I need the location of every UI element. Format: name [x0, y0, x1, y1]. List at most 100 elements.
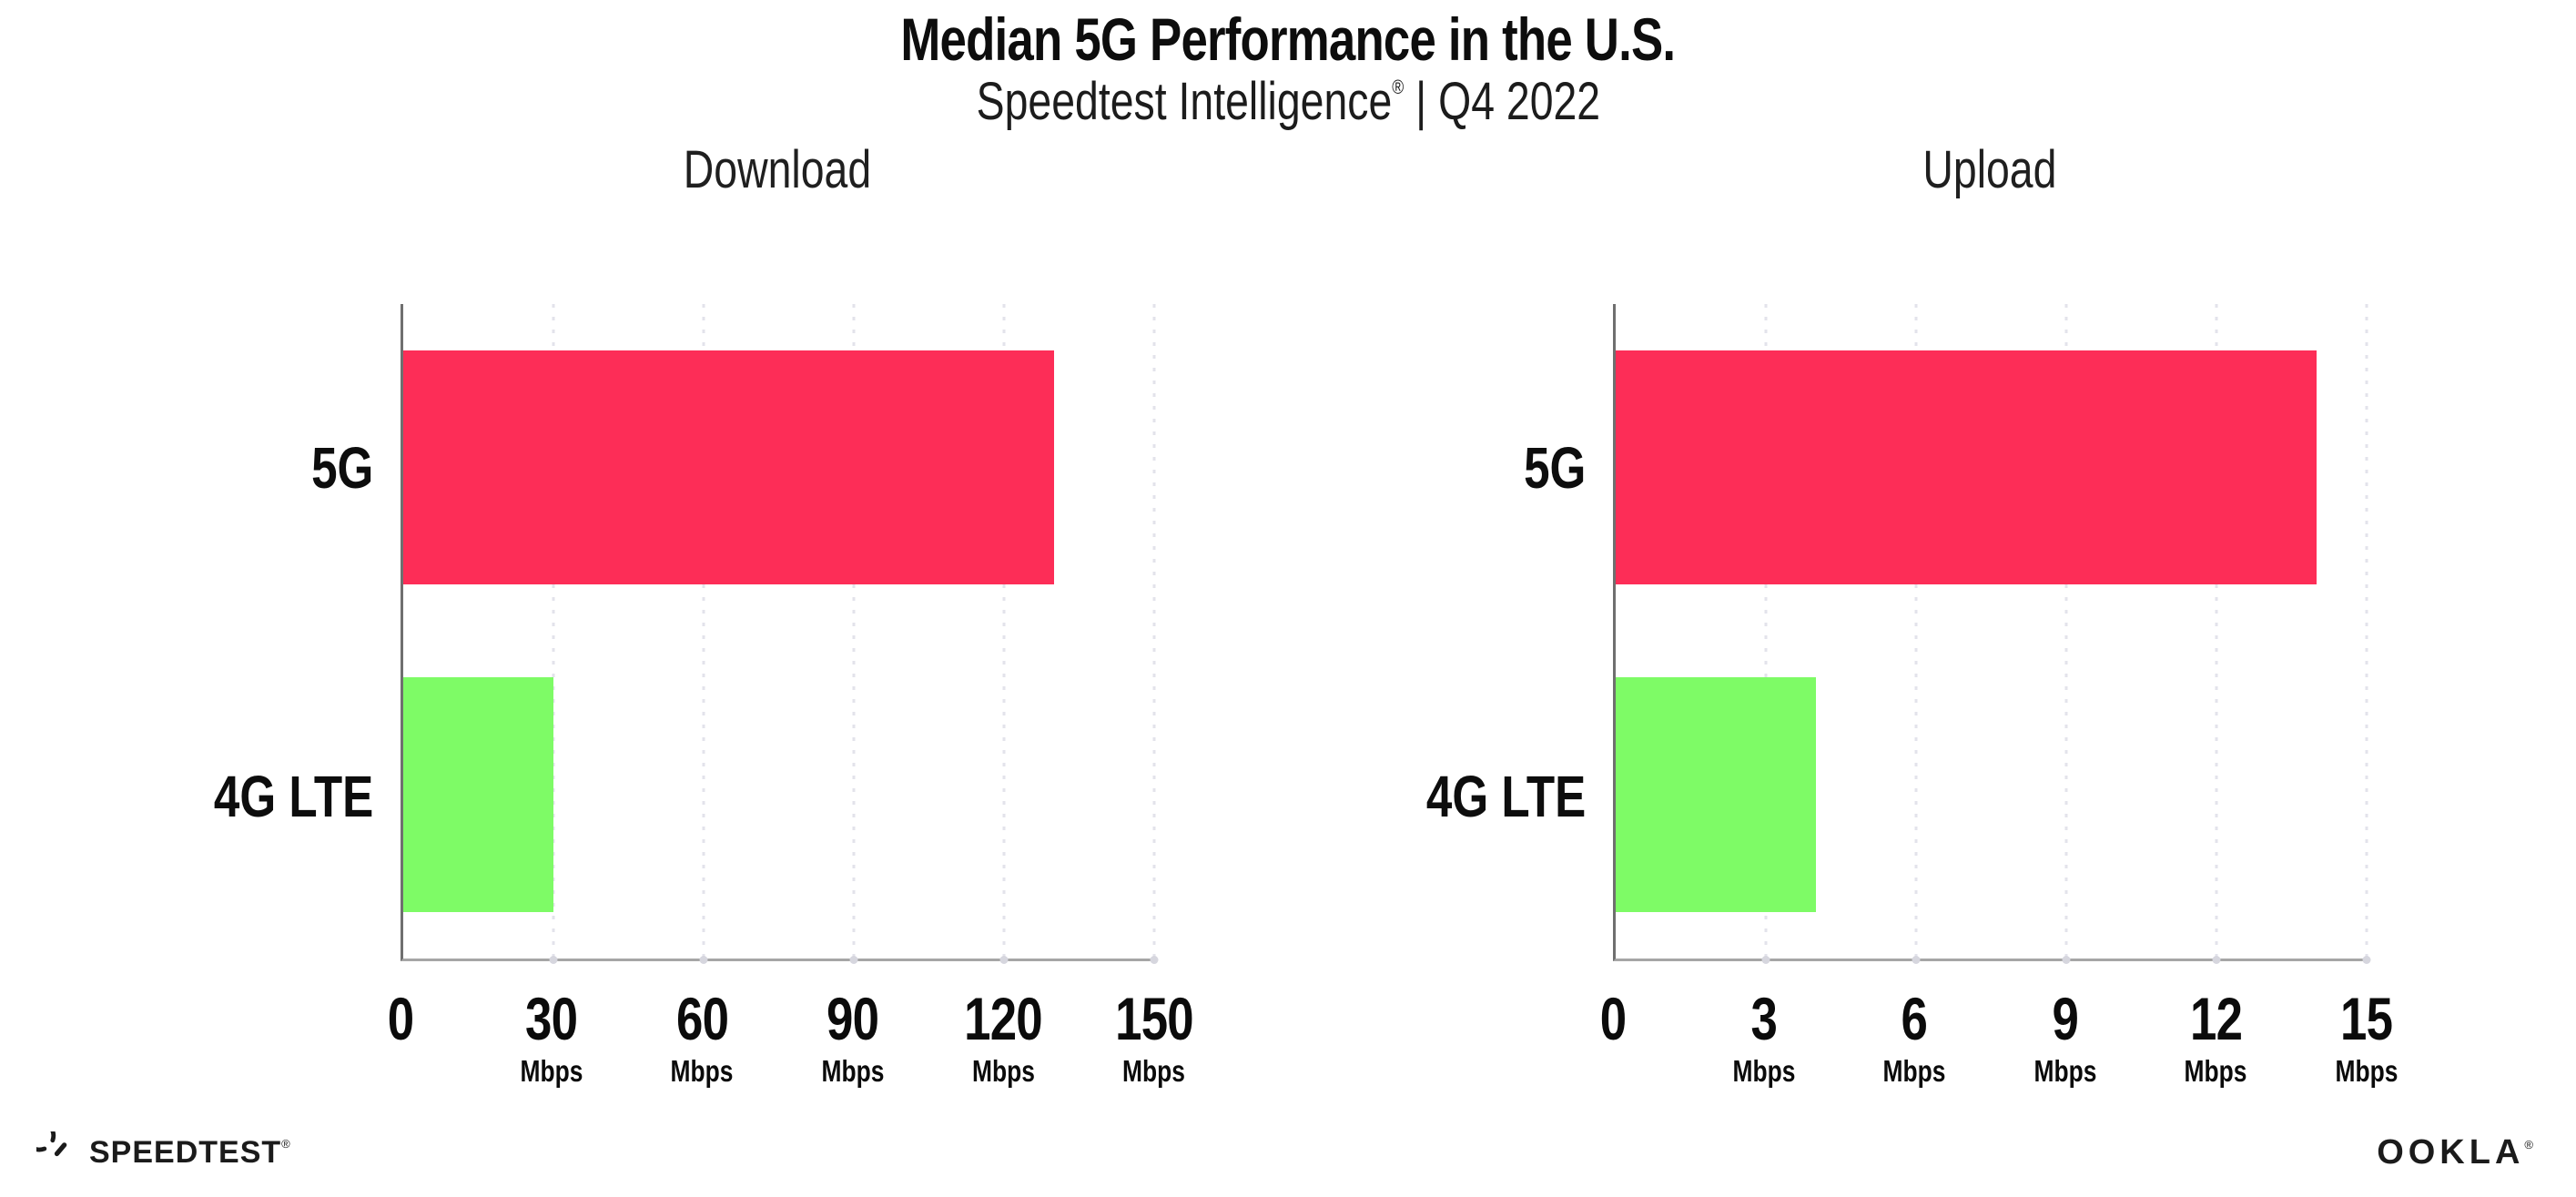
x-axis-ticks: 0 30 Mbps 60 Mbps 90 Mbps 120 Mbps 150 Mbps — [388, 961, 1194, 1107]
bar-5g — [1616, 350, 2317, 585]
speedtest-wordmark: SPEEDTEST® — [89, 1135, 291, 1171]
speedtest-gauge-icon — [36, 1131, 67, 1157]
x-tick-value: 12 — [2176, 989, 2255, 1049]
bar-4g-lte — [1616, 677, 1816, 912]
x-tick: 150 Mbps — [1105, 989, 1202, 1086]
x-tick-value-text: 12 — [2189, 984, 2243, 1052]
x-tick-unit-text: Mbps — [1882, 1053, 1946, 1088]
subtitle-period: | Q4 2022 — [1415, 72, 1600, 131]
x-tick: 15 Mbps — [2328, 989, 2406, 1086]
x-tick-unit-text: Mbps — [971, 1053, 1035, 1088]
x-tick-value: 60 — [663, 989, 741, 1049]
x-tick-unit-text: Mbps — [1122, 1053, 1186, 1088]
upload-chart: Upload 5G 4G LTE 0 3 Mbps 6 Mbps 9 Mbps 12 Mbps 15… — [1322, 131, 2399, 1107]
x-tick-value: 120 — [955, 989, 1052, 1049]
page-title: Median 5G Performance in the U.S. — [0, 9, 2576, 69]
x-tick-value: 0 — [1597, 989, 1629, 1049]
footer: SPEEDTEST® OOKLA® — [0, 1131, 2576, 1173]
x-tick-value: 6 — [1875, 989, 1953, 1049]
x-tick-unit: Mbps — [663, 1056, 741, 1086]
x-tick-unit-text: Mbps — [821, 1053, 885, 1088]
upload-chart-title-row: Upload — [1613, 131, 2367, 304]
x-tick-value-text: 3 — [1750, 984, 1777, 1052]
ookla-wordmark: OOKLA® — [2377, 1133, 2538, 1172]
subtitle-brand: Speedtest Intelligence — [976, 72, 1392, 131]
axis-tick-dot — [2212, 955, 2221, 964]
category-axis: 5G 4G LTE — [1322, 304, 1613, 961]
x-tick-value-text: 0 — [1599, 984, 1627, 1052]
category-label-text: 5G — [310, 435, 373, 502]
x-tick: 3 Mbps — [1725, 989, 1803, 1086]
x-tick-unit: Mbps — [2026, 1056, 2104, 1086]
chart-title: Download — [683, 139, 872, 199]
x-tick: 0 — [1597, 989, 1629, 1049]
category-axis: 5G 4G LTE — [109, 304, 401, 961]
x-tick-unit: Mbps — [2176, 1056, 2255, 1086]
x-tick-value-text: 0 — [387, 984, 414, 1052]
speedtest-label: SPEEDTEST — [89, 1134, 282, 1170]
x-tick-unit-text: Mbps — [670, 1053, 734, 1088]
gridline — [1764, 303, 1768, 959]
x-tick-unit-text: Mbps — [2184, 1053, 2247, 1088]
x-tick: 30 Mbps — [512, 989, 591, 1086]
x-tick-unit-text: Mbps — [1732, 1053, 1796, 1088]
page-subtitle-text: Speedtest Intelligence® | Q4 2022 — [976, 73, 1599, 131]
gridline — [2365, 303, 2368, 959]
x-tick-unit: Mbps — [512, 1056, 591, 1086]
axis-tick-dot — [1150, 955, 1159, 964]
x-tick-unit: Mbps — [2328, 1056, 2406, 1086]
gridline — [552, 303, 555, 959]
category-label-text: 4G LTE — [1425, 764, 1586, 830]
axis-tick-dot — [999, 955, 1009, 964]
x-tick-value: 3 — [1725, 989, 1803, 1049]
x-tick-unit-text: Mbps — [520, 1053, 583, 1088]
x-tick: 120 Mbps — [955, 989, 1052, 1086]
speedtest-registered-mark-icon: ® — [281, 1136, 291, 1151]
x-tick-value: 30 — [512, 989, 591, 1049]
x-tick-value-text: 30 — [525, 984, 578, 1052]
category-label-5g: 5G — [109, 304, 401, 633]
x-tick-unit-text: Mbps — [2335, 1053, 2399, 1088]
charts-row: Download 5G 4G LTE 0 30 Mbps 60 Mbps 90 Mbps 120… — [0, 131, 2576, 1107]
axis-tick-dot — [1761, 955, 1770, 964]
x-tick-value-text: 150 — [1115, 984, 1194, 1052]
bar-4g-lte — [403, 677, 553, 912]
gridline — [1002, 303, 1006, 959]
axis-tick-dot — [1912, 955, 1921, 964]
x-tick-value: 9 — [2026, 989, 2104, 1049]
x-tick: 0 — [384, 989, 417, 1049]
category-label-5g: 5G — [1322, 304, 1613, 633]
x-tick-value-text: 120 — [964, 984, 1044, 1052]
download-chart: Download 5G 4G LTE 0 30 Mbps 60 Mbps 90 Mbps 120… — [109, 131, 1194, 1107]
chart-title: Upload — [1922, 139, 2057, 199]
axis-tick-dot — [2362, 955, 2371, 964]
x-tick: 90 Mbps — [814, 989, 892, 1086]
x-tick-value-text: 9 — [2052, 984, 2079, 1052]
x-tick-unit-text: Mbps — [2033, 1053, 2097, 1088]
x-tick-unit: Mbps — [955, 1056, 1052, 1086]
x-tick-unit: Mbps — [814, 1056, 892, 1086]
category-label-text: 4G LTE — [213, 764, 373, 830]
axis-tick-dot — [549, 955, 558, 964]
x-tick-value-text: 90 — [827, 984, 879, 1052]
x-tick: 9 Mbps — [2026, 989, 2104, 1086]
x-tick-value-text: 60 — [675, 984, 729, 1052]
x-tick-value: 0 — [384, 989, 417, 1049]
x-tick: 12 Mbps — [2176, 989, 2255, 1086]
gridline — [1152, 303, 1156, 959]
category-label-4g-lte: 4G LTE — [1322, 633, 1613, 961]
category-label-4g-lte: 4G LTE — [109, 633, 401, 961]
gridline — [852, 303, 856, 959]
speedtest-logo: SPEEDTEST® — [36, 1131, 291, 1173]
axis-tick-dot — [2062, 955, 2071, 964]
x-tick-unit: Mbps — [1725, 1056, 1803, 1086]
category-label-text: 5G — [1523, 435, 1586, 502]
ookla-label: OOKLA — [2377, 1132, 2525, 1172]
x-tick-value: 90 — [814, 989, 892, 1049]
gridline — [2064, 303, 2068, 959]
x-tick-value: 15 — [2328, 989, 2406, 1049]
registered-mark-icon: ® — [1391, 76, 1404, 98]
ookla-logo: OOKLA® — [2377, 1133, 2538, 1172]
plot-area — [401, 303, 1159, 964]
